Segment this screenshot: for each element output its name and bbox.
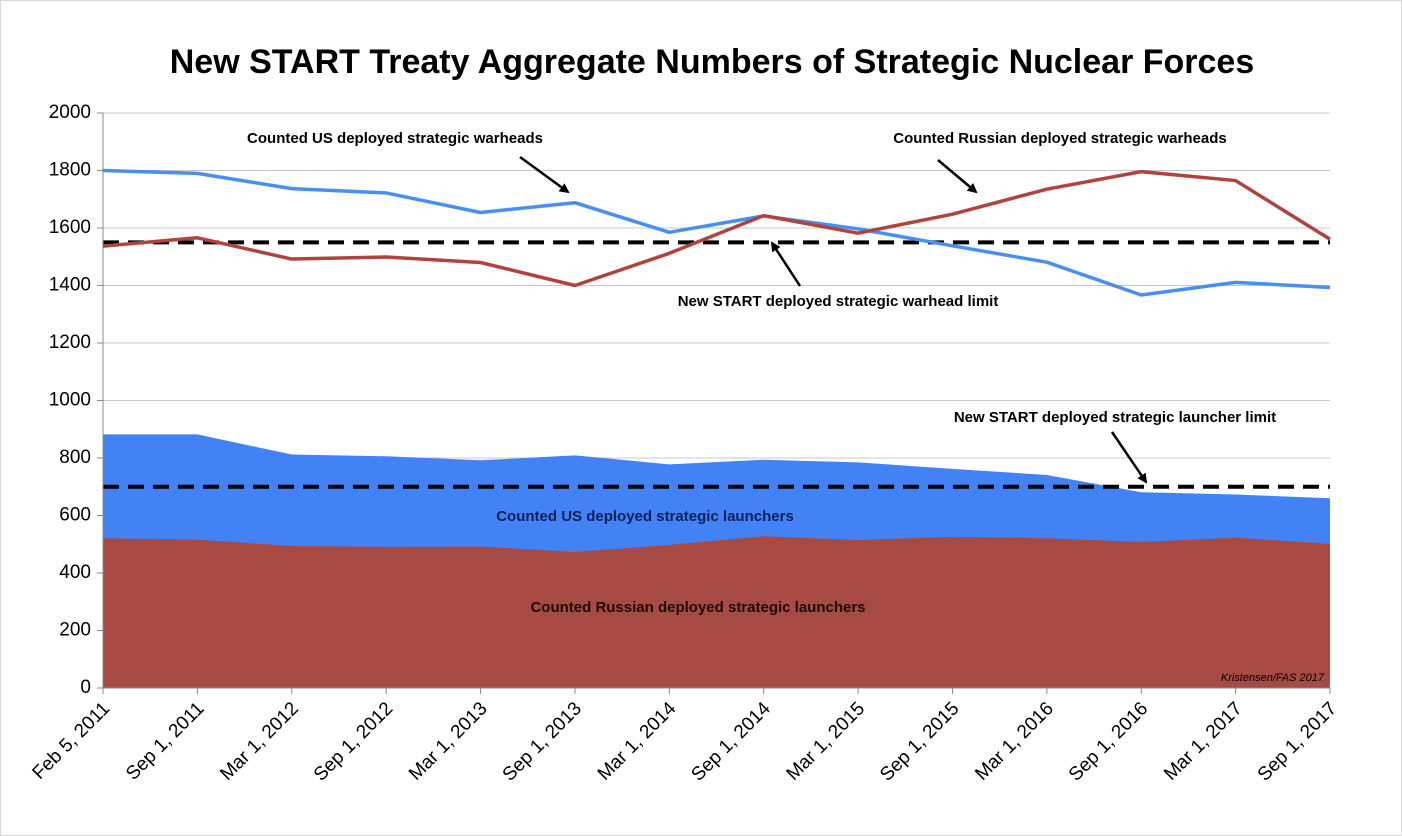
lines <box>102 168 1331 297</box>
annotations: Counted US deployed strategic warheads Co… <box>247 130 1325 684</box>
y-tick-label: 2000 <box>49 102 91 123</box>
y-tick-label: 1600 <box>49 217 91 238</box>
chart-title: New START Treaty Aggregate Numbers of St… <box>170 43 1255 81</box>
line <box>102 168 1331 297</box>
y-tick-label: 1400 <box>49 275 91 296</box>
series-label: Counted US deployed strategic launchers <box>496 508 794 525</box>
arrow <box>519 155 570 194</box>
y-tick-label: 200 <box>59 620 91 641</box>
arrow <box>770 241 802 287</box>
series-label: Counted Russian deployed strategic warhe… <box>893 130 1226 147</box>
areas <box>103 434 1330 688</box>
limits <box>103 240 1330 489</box>
limit-label: New START deployed strategic warhead lim… <box>678 293 999 310</box>
arrow <box>1110 431 1148 484</box>
series-label: Counted Russian deployed strategic launc… <box>530 599 865 616</box>
y-tick-label: 1200 <box>49 332 91 353</box>
line <box>102 169 1331 288</box>
series-label: Counted US deployed strategic warheads <box>247 130 543 147</box>
limit-label: New START deployed strategic launcher li… <box>954 409 1276 426</box>
y-tick-label: 1800 <box>49 160 91 181</box>
source: Kristensen/FAS 2017 <box>1221 672 1325 684</box>
y-tick-label: 0 <box>80 677 91 698</box>
y-tick-label: 400 <box>59 562 91 583</box>
area <box>103 536 1330 688</box>
y-tick-label: 600 <box>59 505 91 526</box>
arrow <box>937 159 978 194</box>
y-tick-label: 800 <box>59 447 91 468</box>
y-tick-label: 1000 <box>49 390 91 411</box>
